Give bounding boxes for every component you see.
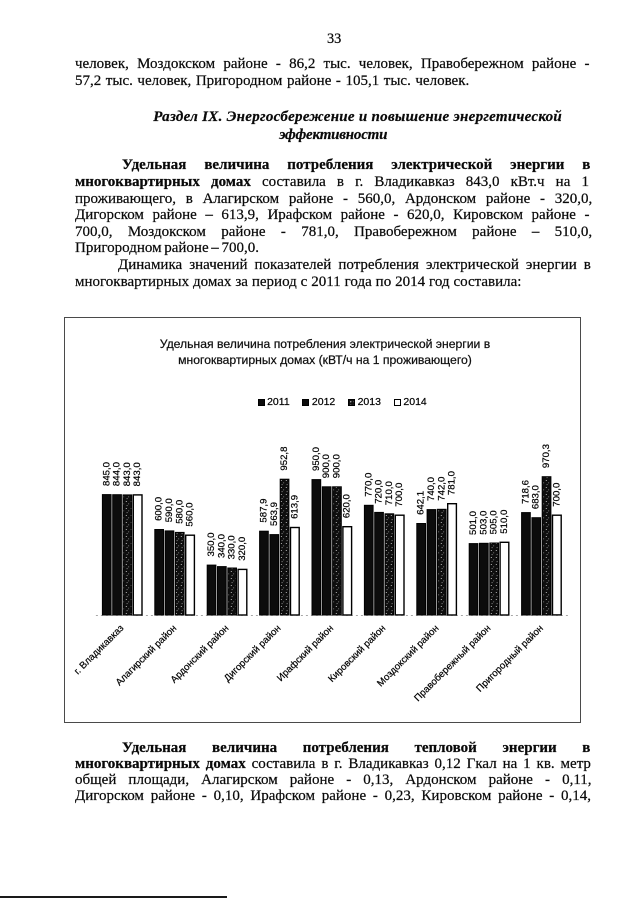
svg-text:580,0: 580,0 (174, 500, 185, 524)
svg-text:740,0: 740,0 (426, 477, 437, 501)
svg-text:710,0: 710,0 (384, 481, 395, 505)
svg-text:770,0: 770,0 (363, 473, 374, 497)
svg-text:340,0: 340,0 (216, 534, 227, 558)
svg-text:843,0: 843,0 (122, 462, 133, 486)
svg-text:642,1: 642,1 (416, 491, 427, 515)
svg-text:700,0: 700,0 (394, 483, 405, 507)
svg-text:900,0: 900,0 (332, 454, 343, 478)
svg-text:718,6: 718,6 (521, 480, 532, 504)
svg-text:330,0: 330,0 (227, 535, 238, 559)
svg-text:563,9: 563,9 (269, 502, 280, 526)
svg-text:613,9: 613,9 (289, 495, 300, 519)
svg-text:843,0: 843,0 (132, 462, 143, 486)
svg-text:587,9: 587,9 (259, 499, 270, 523)
svg-text:900,0: 900,0 (321, 454, 332, 478)
svg-text:683,0: 683,0 (531, 485, 542, 509)
svg-text:600,0: 600,0 (154, 497, 165, 521)
svg-text:844,0: 844,0 (112, 462, 123, 486)
svg-text:742,0: 742,0 (436, 477, 447, 501)
svg-text:781,0: 781,0 (447, 471, 458, 495)
svg-text:970,3: 970,3 (541, 444, 552, 468)
svg-text:952,8: 952,8 (279, 447, 290, 471)
svg-text:510,0: 510,0 (499, 510, 510, 534)
svg-text:320,0: 320,0 (237, 537, 248, 561)
svg-text:720,0: 720,0 (374, 480, 385, 504)
svg-text:505,0: 505,0 (489, 510, 500, 534)
svg-text:590,0: 590,0 (164, 498, 175, 522)
svg-text:950,0: 950,0 (311, 447, 322, 471)
svg-text:560,0: 560,0 (185, 503, 196, 527)
svg-text:501,0: 501,0 (468, 511, 479, 535)
svg-text:503,0: 503,0 (478, 511, 489, 535)
svg-text:350,0: 350,0 (206, 532, 217, 556)
svg-text:700,0: 700,0 (551, 483, 562, 507)
svg-text:845,0: 845,0 (101, 462, 112, 486)
svg-text:620,0: 620,0 (342, 494, 353, 518)
